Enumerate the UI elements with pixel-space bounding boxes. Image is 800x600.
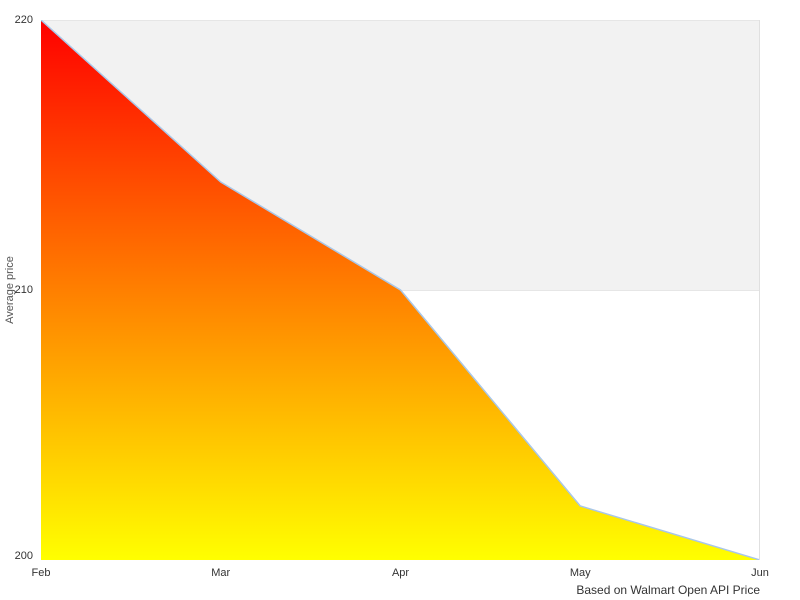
area-series[interactable]	[41, 20, 760, 560]
x-tick-label: Jun	[751, 567, 769, 579]
y-axis-labels: 200 210 220	[0, 0, 33, 600]
y-tick-label: 210	[14, 284, 33, 296]
chart-caption: Based on Walmart Open API Price	[576, 583, 760, 597]
gridline	[41, 20, 760, 21]
y-tick-label: 200	[14, 550, 33, 562]
x-tick-label: Apr	[391, 567, 410, 579]
x-tick-label: Feb	[31, 567, 51, 579]
plot-right-border	[759, 20, 760, 560]
series-line	[41, 20, 760, 560]
x-axis-labels: Feb Mar Apr May Jun	[32, 567, 769, 581]
plot-area	[41, 20, 760, 560]
x-tick-label: May	[569, 567, 591, 579]
x-tick-label: Mar	[211, 567, 231, 579]
y-tick-label: 220	[14, 14, 33, 26]
